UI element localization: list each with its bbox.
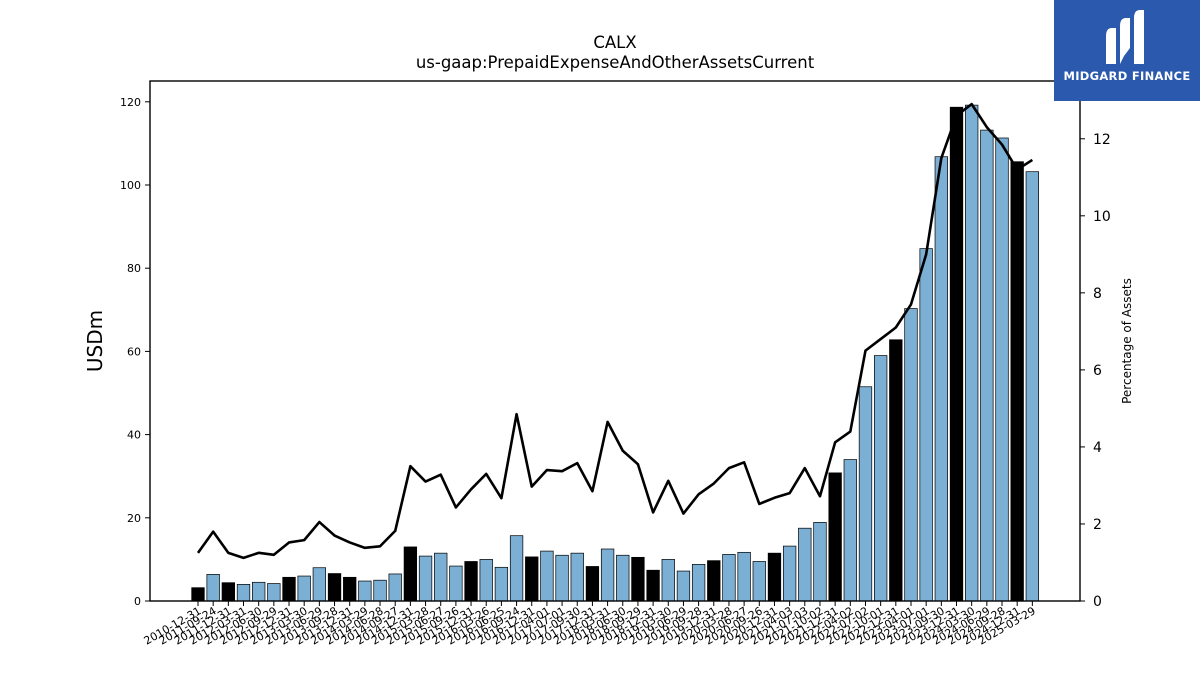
bar-2012-09-29 <box>267 583 281 602</box>
bar-2012-06-30 <box>252 581 266 602</box>
bar-2021-04-03 <box>782 545 797 602</box>
bar-2018-03-31 <box>600 548 615 602</box>
bar-2018-12-31 <box>646 569 660 602</box>
percentage-line <box>196 102 1034 560</box>
bar-2017-07-01 <box>555 554 569 602</box>
y2-tick-label: 0 <box>1093 594 1102 610</box>
bar-2017-04-01 <box>540 550 554 602</box>
bar-2021-07-03 <box>798 527 812 602</box>
chart-title: CALX <box>593 33 637 52</box>
y-tick-label: 0 <box>134 595 141 608</box>
bar-2014-03-29 <box>358 580 372 602</box>
bar-2018-06-30 <box>616 554 630 602</box>
bar-2022-07-02 <box>858 386 873 602</box>
y-tick-label: 60 <box>127 345 141 358</box>
bar-2011-09-24 <box>206 574 220 602</box>
bar-2014-12-31 <box>403 546 418 602</box>
chart-subtitle: us-gaap:PrepaidExpenseAndOtherAssetsCurr… <box>415 53 815 72</box>
bar-2019-09-28 <box>691 564 706 602</box>
y2-tick-label: 10 <box>1093 209 1111 225</box>
bar-2023-07-01 <box>919 248 933 602</box>
y2-tick-label: 6 <box>1093 363 1102 379</box>
bar-2024-03-30 <box>965 104 979 602</box>
bar-2022-10-01 <box>873 355 888 602</box>
bar-2014-09-27 <box>388 573 402 602</box>
bar-2021-12-31 <box>828 472 842 602</box>
bar-2020-09-26 <box>752 561 766 602</box>
y-tick-label: 40 <box>127 429 141 442</box>
bar-2020-12-31 <box>767 552 782 602</box>
y2-tick-label: 12 <box>1093 132 1111 148</box>
bar-2010-12-31 <box>191 587 205 602</box>
y2-tick-label: 4 <box>1093 440 1102 456</box>
bar-2025-03-29 <box>1025 171 1040 602</box>
logo-text: MIDGARD FINANCE <box>1063 69 1191 83</box>
bar-2013-12-31 <box>343 576 357 602</box>
bar-2019-12-31 <box>707 560 721 602</box>
bar-2020-06-27 <box>737 551 751 602</box>
bar-2016-12-31 <box>525 556 539 602</box>
bar-2017-09-30 <box>570 552 584 602</box>
bar-2015-03-28 <box>418 555 433 602</box>
bar-2018-09-29 <box>631 556 645 602</box>
bar-2016-06-25 <box>494 566 509 602</box>
bar-2011-12-31 <box>221 582 235 602</box>
bar-2012-12-31 <box>282 576 296 602</box>
bar-2015-12-31 <box>464 561 478 602</box>
y2-tick-label: 8 <box>1093 286 1102 302</box>
bar-2022-04-02 <box>843 459 857 602</box>
bar-2016-03-26 <box>479 559 493 602</box>
plot-frame <box>149 80 1081 602</box>
bar-2024-06-29 <box>980 129 994 602</box>
bar-2023-09-30 <box>934 156 948 602</box>
bar-2019-06-29 <box>676 570 691 602</box>
bar-2023-12-31 <box>949 106 964 602</box>
y2-axis-label: Percentage of Assets <box>1120 278 1134 404</box>
y-tick-label: 100 <box>120 179 141 192</box>
y2-tick-label: 2 <box>1093 517 1102 533</box>
logo-mark-icon <box>1106 10 1144 64</box>
y-tick-label: 80 <box>127 262 141 275</box>
bar-2013-03-30 <box>297 575 311 602</box>
bar-2017-12-31 <box>585 566 600 602</box>
bar-2013-09-28 <box>327 573 342 602</box>
bar-2015-06-27 <box>434 552 448 602</box>
bar-2015-09-26 <box>449 565 463 602</box>
y-tick-label: 120 <box>120 96 141 109</box>
y-axis-label: USDm <box>83 310 107 372</box>
bar-2016-09-24 <box>509 535 524 602</box>
bar-2012-03-31 <box>236 584 251 602</box>
bar-2020-03-28 <box>722 554 736 602</box>
bar-2024-12-31 <box>1010 161 1024 602</box>
bar-2023-04-01 <box>904 308 918 602</box>
bar-2019-03-30 <box>661 559 675 602</box>
bar-2022-12-31 <box>889 339 903 602</box>
brand-logo: MIDGARD FINANCE <box>1054 0 1200 101</box>
bar-2021-10-02 <box>813 522 827 602</box>
bar-2013-06-29 <box>312 567 327 602</box>
y-tick-label: 20 <box>127 512 141 525</box>
bar-2014-06-28 <box>373 579 387 602</box>
bar-2024-09-28 <box>995 137 1009 602</box>
